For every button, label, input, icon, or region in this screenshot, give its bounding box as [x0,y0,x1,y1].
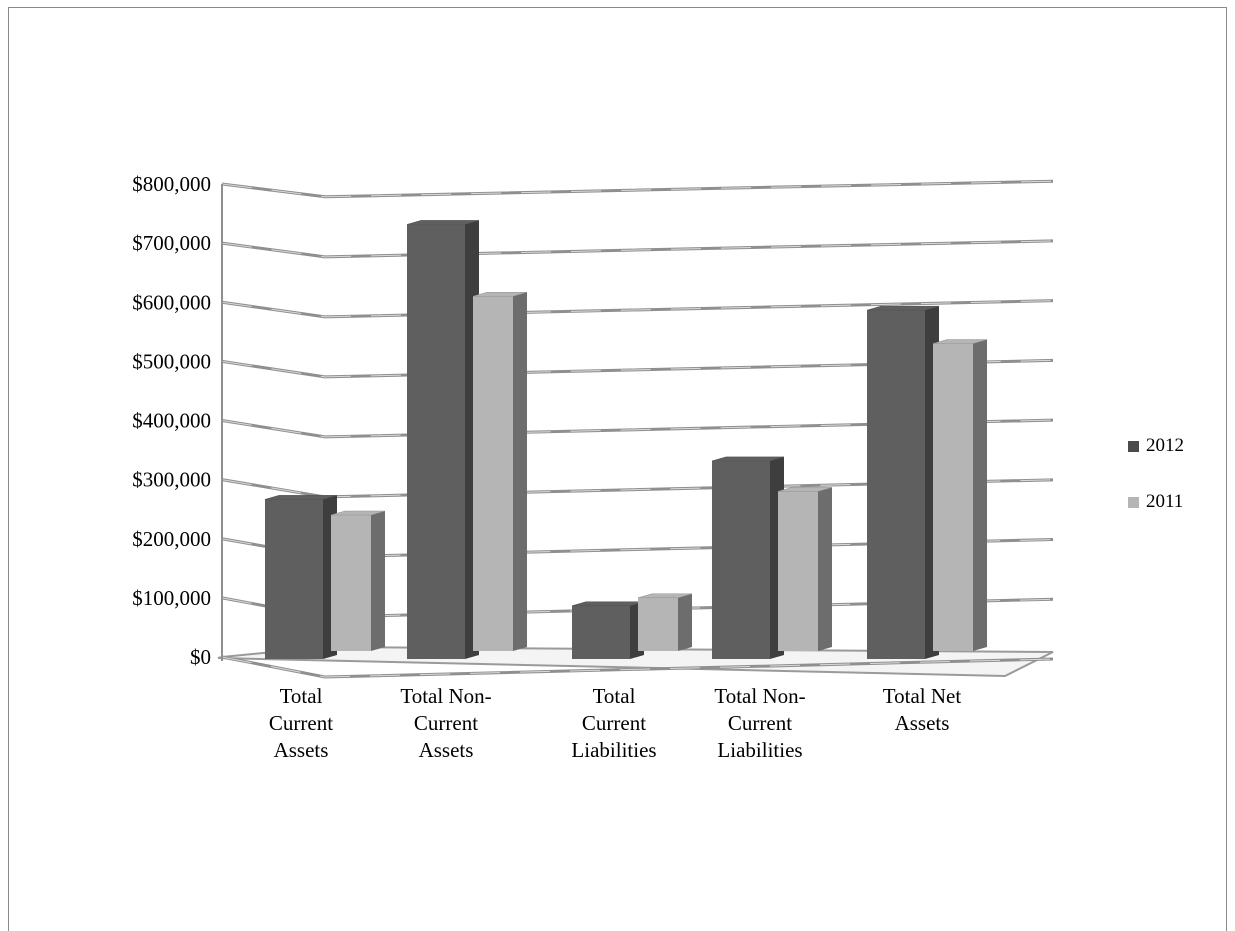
y-tick-label: $600,000 [132,290,211,314]
bar-2012-2 [571,601,645,659]
bar-2011-0 [330,510,386,651]
bar-top [406,220,480,225]
chart-frame [8,7,1227,931]
bar-front [638,597,678,651]
bar-front [265,499,323,659]
bar-2012-4 [866,305,940,659]
gridline-highlight [221,359,1054,378]
bar-front [407,224,465,659]
legend-item-2012: 2012 [1128,432,1184,460]
bar-front [867,310,925,659]
y-axis-ticks: $0 $100,000 $200,000 $300,000 $400,000 $500,0… [132,172,223,669]
bar-2012-3 [711,456,785,659]
x-category-label: Total Current Assets [269,684,333,762]
bar-front [778,491,818,651]
y-tick-label: $300,000 [132,468,211,492]
bars [264,220,988,659]
bar-front [331,515,371,651]
bar-2011-2 [637,593,693,651]
bar-front [933,343,973,651]
bar-2011-3 [777,487,833,651]
bar-side [973,339,987,651]
bar-top [777,487,833,492]
y-tick-label: $200,000 [132,527,211,551]
x-category-label: Total Non-Current Liabilities [714,684,805,762]
gridline-highlight [221,656,1054,678]
x-category-label: Total Non-Current Assets [400,684,491,762]
bar-2011-1 [472,292,528,651]
bar-front [572,605,630,659]
bar-side [678,593,692,651]
bar-2012-0 [264,495,338,659]
bar-side [371,511,385,651]
gridline-highlight [221,240,1054,258]
legend-swatch-2012 [1128,440,1139,452]
gridline-highlight [221,180,1054,198]
legend-swatch-2011 [1128,496,1139,508]
x-category-label: Total Current Liabilities [571,684,656,762]
bar-side [513,292,527,651]
y-tick-label: $700,000 [132,231,211,255]
legend-label-2012: 2012 [1146,435,1184,456]
gridline-highlight [221,419,1054,438]
y-tick-label: $100,000 [132,586,211,610]
bar-2012-1 [406,220,480,659]
bar-top [932,339,988,344]
y-tick-label: $500,000 [132,349,211,373]
x-axis-labels: Total Current Assets Total Non-Current Asset… [269,684,961,762]
bar-front [473,296,513,651]
legend-label-2011: 2011 [1146,491,1184,512]
bar-top [637,593,693,599]
legend: 2012 2011 [1128,432,1184,544]
bar-top [330,510,386,516]
gridline-highlight [221,300,1054,318]
y-tick-label: $0 [190,645,211,669]
y-tick-label: $400,000 [132,409,211,433]
bar-top [472,292,528,297]
bar-top [264,495,338,500]
bar-top [711,456,785,462]
legend-item-2011: 2011 [1128,488,1184,516]
bar-side [818,487,832,651]
bar-front [712,460,770,659]
bar-2011-4 [932,339,988,651]
bar-top [866,305,940,311]
y-tick-label: $800,000 [132,172,211,196]
x-category-label: Total Net Assets [883,684,962,735]
